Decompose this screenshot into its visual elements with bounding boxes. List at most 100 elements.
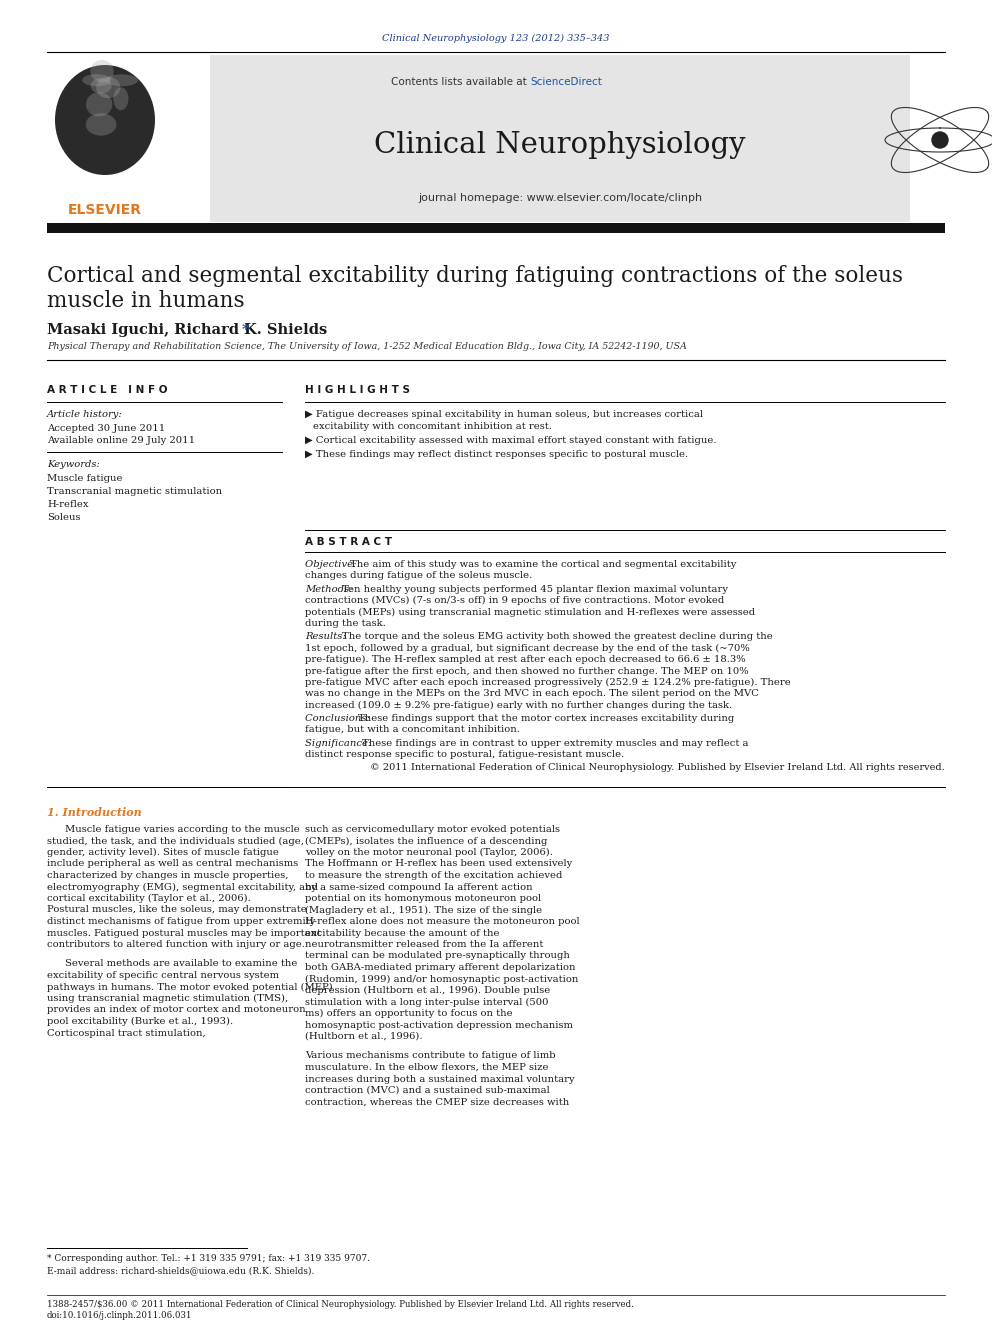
Text: to measure the strength of the excitation achieved: to measure the strength of the excitatio… (305, 871, 562, 880)
Text: pre-fatigue). The H-reflex sampled at rest after each epoch decreased to 66.6 ± : pre-fatigue). The H-reflex sampled at re… (305, 655, 746, 664)
Text: A R T I C L E   I N F O: A R T I C L E I N F O (47, 385, 168, 396)
Text: H I G H L I G H T S: H I G H L I G H T S (305, 385, 410, 396)
Text: ELSEVIER: ELSEVIER (68, 202, 142, 217)
Text: (Rudomin, 1999) and/or homosynaptic post-activation: (Rudomin, 1999) and/or homosynaptic post… (305, 975, 578, 983)
Ellipse shape (55, 65, 155, 175)
Text: contributors to altered function with injury or age.: contributors to altered function with in… (47, 941, 305, 949)
Text: A B S T R A C T: A B S T R A C T (305, 537, 392, 546)
Text: (Magladery et al., 1951). The size of the single: (Magladery et al., 1951). The size of th… (305, 905, 542, 914)
Text: Muscle fatigue: Muscle fatigue (47, 474, 122, 483)
Text: ▶ Fatigue decreases spinal excitability in human soleus, but increases cortical: ▶ Fatigue decreases spinal excitability … (305, 410, 703, 419)
Text: muscle in humans: muscle in humans (47, 290, 245, 312)
Text: changes during fatigue of the soleus muscle.: changes during fatigue of the soleus mus… (305, 572, 533, 581)
Text: potentials (MEPs) using transcranial magnetic stimulation and H-reflexes were as: potentials (MEPs) using transcranial mag… (305, 607, 755, 617)
Text: ScienceDirect: ScienceDirect (530, 77, 602, 87)
Text: The aim of this study was to examine the cortical and segmental excitability: The aim of this study was to examine the… (350, 560, 736, 569)
Text: ▶ These findings may reflect distinct responses specific to postural muscle.: ▶ These findings may reflect distinct re… (305, 450, 688, 459)
Text: gender, activity level). Sites of muscle fatigue: gender, activity level). Sites of muscle… (47, 848, 279, 857)
Bar (0, 56, 210, 222)
Text: such as cervicomedullary motor evoked potentials: such as cervicomedullary motor evoked po… (305, 826, 560, 833)
Text: The Hoffmann or H-reflex has been used extensively: The Hoffmann or H-reflex has been used e… (305, 860, 572, 868)
Text: pre-fatigue MVC after each epoch increased progressively (252.9 ± 124.2% pre-fat: pre-fatigue MVC after each epoch increas… (305, 677, 791, 687)
Text: using transcranial magnetic stimulation (TMS),: using transcranial magnetic stimulation … (47, 994, 289, 1003)
Text: ▶ Cortical excitability assessed with maximal effort stayed constant with fatigu: ▶ Cortical excitability assessed with ma… (305, 437, 716, 445)
Text: (CMEPs), isolates the influence of a descending: (CMEPs), isolates the influence of a des… (305, 836, 548, 845)
Text: increased (109.0 ± 9.2% pre-fatigue) early with no further changes during the ta: increased (109.0 ± 9.2% pre-fatigue) ear… (305, 701, 732, 710)
Text: pathways in humans. The motor evoked potential (MEP): pathways in humans. The motor evoked pot… (47, 983, 332, 992)
Ellipse shape (86, 101, 110, 124)
Text: by a same-sized compound Ia afferent action: by a same-sized compound Ia afferent act… (305, 882, 533, 892)
Bar (47, 224, 945, 233)
Text: 1. Introduction: 1. Introduction (47, 807, 142, 818)
Text: Several methods are available to examine the: Several methods are available to examine… (65, 959, 298, 968)
Text: journal homepage: www.elsevier.com/locate/clinph: journal homepage: www.elsevier.com/locat… (418, 193, 702, 202)
Text: Soleus: Soleus (47, 513, 80, 523)
Text: homosynaptic post-activation depression mechanism: homosynaptic post-activation depression … (305, 1020, 573, 1029)
Text: Clinical Neurophysiology 123 (2012) 335–343: Clinical Neurophysiology 123 (2012) 335–… (382, 33, 610, 42)
Text: © 2011 International Federation of Clinical Neurophysiology. Published by Elsevi: © 2011 International Federation of Clini… (370, 763, 945, 773)
Text: potential on its homonymous motoneuron pool: potential on its homonymous motoneuron p… (305, 894, 541, 904)
Text: These findings support that the motor cortex increases excitability during: These findings support that the motor co… (358, 714, 734, 722)
Text: Clinical Neurophysiology: Clinical Neurophysiology (374, 131, 746, 159)
Ellipse shape (103, 97, 124, 115)
Text: Methods:: Methods: (305, 585, 355, 594)
Text: Significance:: Significance: (305, 738, 374, 747)
Text: (Hultborn et al., 1996).: (Hultborn et al., 1996). (305, 1032, 423, 1041)
Text: depression (Hultborn et al., 1996). Double pulse: depression (Hultborn et al., 1996). Doub… (305, 986, 551, 995)
Text: Masaki Iguchi, Richard K. Shields: Masaki Iguchi, Richard K. Shields (47, 323, 332, 337)
Text: Various mechanisms contribute to fatigue of limb: Various mechanisms contribute to fatigue… (305, 1052, 556, 1061)
Text: 1st epoch, followed by a gradual, but significant decrease by the end of the tas: 1st epoch, followed by a gradual, but si… (305, 643, 750, 652)
Text: contraction, whereas the CMEP size decreases with: contraction, whereas the CMEP size decre… (305, 1098, 569, 1106)
Text: The torque and the soleus EMG activity both showed the greatest decline during t: The torque and the soleus EMG activity b… (342, 632, 773, 642)
Text: excitability because the amount of the: excitability because the amount of the (305, 929, 500, 938)
Text: Cortical and segmental excitability during fatiguing contractions of the soleus: Cortical and segmental excitability duri… (47, 265, 903, 287)
Text: E-mail address: richard-shields@uiowa.edu (R.K. Shields).: E-mail address: richard-shields@uiowa.ed… (47, 1266, 314, 1275)
Text: Postural muscles, like the soleus, may demonstrate: Postural muscles, like the soleus, may d… (47, 905, 307, 914)
Text: ms) offers an opportunity to focus on the: ms) offers an opportunity to focus on th… (305, 1009, 513, 1019)
Text: both GABA-mediated primary afferent depolarization: both GABA-mediated primary afferent depo… (305, 963, 575, 972)
Text: Transcranial magnetic stimulation: Transcranial magnetic stimulation (47, 487, 222, 496)
Text: was no change in the MEPs on the 3rd MVC in each epoch. The silent period on the: was no change in the MEPs on the 3rd MVC… (305, 689, 759, 699)
Text: H-reflex alone does not measure the motoneuron pool: H-reflex alone does not measure the moto… (305, 917, 579, 926)
Text: contraction (MVC) and a sustained sub-maximal: contraction (MVC) and a sustained sub-ma… (305, 1086, 550, 1095)
Ellipse shape (75, 78, 96, 101)
Circle shape (932, 132, 948, 148)
Ellipse shape (100, 81, 132, 105)
Ellipse shape (106, 95, 140, 116)
Text: fatigue, but with a concomitant inhibition.: fatigue, but with a concomitant inhibiti… (305, 725, 520, 734)
Text: *: * (242, 323, 250, 337)
Text: stimulation with a long inter-pulse interval (500: stimulation with a long inter-pulse inte… (305, 998, 549, 1007)
Text: Accepted 30 June 2011: Accepted 30 June 2011 (47, 423, 166, 433)
Text: cortical excitability (Taylor et al., 2006).: cortical excitability (Taylor et al., 20… (47, 894, 251, 904)
Text: terminal can be modulated pre-synaptically through: terminal can be modulated pre-synaptical… (305, 951, 569, 960)
Text: doi:10.1016/j.clinph.2011.06.031: doi:10.1016/j.clinph.2011.06.031 (47, 1311, 192, 1320)
Text: contractions (MVCs) (7-s on/3-s off) in 9 epochs of five contractions. Motor evo: contractions (MVCs) (7-s on/3-s off) in … (305, 595, 724, 605)
Bar (210, 56, 910, 222)
Ellipse shape (104, 116, 133, 136)
Text: increases during both a sustained maximal voluntary: increases during both a sustained maxima… (305, 1074, 574, 1084)
Text: H-reflex: H-reflex (47, 500, 88, 509)
Text: Article history:: Article history: (47, 410, 123, 419)
Text: Objective:: Objective: (305, 560, 359, 569)
Text: These findings are in contrast to upper extremity muscles and may reflect a: These findings are in contrast to upper … (362, 738, 749, 747)
Text: provides an index of motor cortex and motoneuron: provides an index of motor cortex and mo… (47, 1005, 306, 1015)
Ellipse shape (109, 112, 137, 128)
Text: Conclusions:: Conclusions: (305, 714, 373, 722)
Text: Available online 29 July 2011: Available online 29 July 2011 (47, 437, 195, 445)
Text: Corticospinal tract stimulation,: Corticospinal tract stimulation, (47, 1028, 205, 1037)
Text: * Corresponding author. Tel.: +1 319 335 9791; fax: +1 319 335 9707.: * Corresponding author. Tel.: +1 319 335… (47, 1254, 370, 1263)
Text: during the task.: during the task. (305, 619, 386, 628)
Text: distinct mechanisms of fatigue from upper extremity: distinct mechanisms of fatigue from uppe… (47, 917, 315, 926)
Text: 1388-2457/$36.00 © 2011 International Federation of Clinical Neurophysiology. Pu: 1388-2457/$36.00 © 2011 International Fe… (47, 1301, 634, 1308)
Text: muscles. Fatigued postural muscles may be important: muscles. Fatigued postural muscles may b… (47, 929, 321, 938)
Text: pool excitability (Burke et al., 1993).: pool excitability (Burke et al., 1993). (47, 1017, 233, 1027)
Text: excitability with concomitant inhibition at rest.: excitability with concomitant inhibition… (313, 422, 552, 431)
Text: neurotransmitter released from the Ia afferent: neurotransmitter released from the Ia af… (305, 941, 544, 949)
Text: distinct response specific to postural, fatigue-resistant muscle.: distinct response specific to postural, … (305, 750, 624, 759)
Text: Ten healthy young subjects performed 45 plantar flexion maximal voluntary: Ten healthy young subjects performed 45 … (342, 585, 728, 594)
Text: Results:: Results: (305, 632, 349, 642)
Text: Contents lists available at: Contents lists available at (391, 77, 530, 87)
Text: Keywords:: Keywords: (47, 460, 100, 468)
Text: excitability of specific central nervous system: excitability of specific central nervous… (47, 971, 279, 980)
Text: musculature. In the elbow flexors, the MEP size: musculature. In the elbow flexors, the M… (305, 1062, 549, 1072)
